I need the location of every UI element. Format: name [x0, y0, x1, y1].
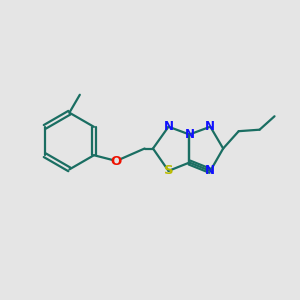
Text: O: O	[110, 155, 121, 168]
Text: N: N	[184, 128, 194, 141]
Text: S: S	[164, 164, 173, 177]
Text: N: N	[205, 164, 215, 177]
Text: N: N	[164, 120, 173, 133]
Text: N: N	[205, 120, 215, 133]
